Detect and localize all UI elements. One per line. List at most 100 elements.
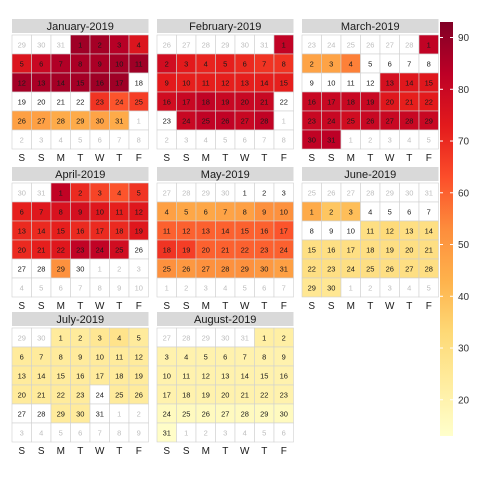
colorbar bbox=[440, 22, 453, 436]
day-number: 20 bbox=[241, 98, 249, 107]
day-number: 30 bbox=[76, 410, 84, 419]
day-number: 29 bbox=[202, 334, 210, 343]
day-number: 5 bbox=[427, 284, 431, 293]
weekday-label: S bbox=[18, 446, 25, 457]
day-number: 24 bbox=[96, 246, 104, 255]
day-number: 6 bbox=[204, 208, 208, 217]
day-number: 6 bbox=[20, 353, 24, 362]
day-number: 9 bbox=[262, 208, 266, 217]
colorbar-tick-label: 30 bbox=[458, 344, 470, 355]
weekday-label: S bbox=[163, 301, 170, 312]
day-number: 9 bbox=[310, 79, 314, 88]
weekday-label: S bbox=[328, 301, 335, 312]
day-number: 24 bbox=[280, 246, 288, 255]
day-number: 1 bbox=[349, 136, 353, 145]
day-number: 8 bbox=[262, 353, 266, 362]
day-number: 3 bbox=[184, 60, 188, 69]
day-cell bbox=[273, 129, 294, 150]
day-number: 24 bbox=[182, 117, 190, 126]
month-title-bar bbox=[157, 312, 294, 326]
day-number: 31 bbox=[280, 265, 288, 274]
day-number: 25 bbox=[115, 246, 123, 255]
day-number: 1 bbox=[165, 284, 169, 293]
day-number: 24 bbox=[163, 410, 171, 419]
day-number: 3 bbox=[39, 136, 43, 145]
day-number: 18 bbox=[366, 246, 374, 255]
day-number: 3 bbox=[184, 136, 188, 145]
weekday-label: F bbox=[136, 301, 142, 312]
day-number: 22 bbox=[280, 98, 288, 107]
weekday-label: F bbox=[426, 153, 432, 164]
day-number: 31 bbox=[37, 189, 45, 198]
day-number: 4 bbox=[204, 60, 208, 69]
month-title-bar bbox=[12, 312, 149, 326]
day-number: 10 bbox=[96, 353, 104, 362]
weekday-label: T bbox=[261, 301, 267, 312]
day-number: 5 bbox=[39, 284, 43, 293]
day-number: 1 bbox=[137, 117, 141, 126]
weekday-label: S bbox=[183, 446, 190, 457]
day-number: 22 bbox=[241, 246, 249, 255]
day-number: 8 bbox=[117, 429, 121, 438]
weekday-label: T bbox=[77, 301, 83, 312]
day-number: 28 bbox=[260, 117, 268, 126]
weekday-label: F bbox=[281, 301, 287, 312]
day-number: 30 bbox=[260, 265, 268, 274]
colorbar-tick-label: 50 bbox=[458, 240, 470, 251]
day-number: 10 bbox=[96, 208, 104, 217]
day-number: 10 bbox=[135, 284, 143, 293]
weekday-label: F bbox=[281, 153, 287, 164]
day-number: 21 bbox=[37, 246, 45, 255]
day-number: 2 bbox=[184, 284, 188, 293]
weekday-label: M bbox=[57, 446, 65, 457]
weekday-label: M bbox=[202, 301, 210, 312]
day-number: 5 bbox=[223, 136, 227, 145]
weekday-label: S bbox=[308, 301, 315, 312]
day-number: 13 bbox=[386, 79, 394, 88]
day-number: 3 bbox=[98, 334, 102, 343]
day-number: 25 bbox=[347, 41, 355, 50]
day-number: 1 bbox=[282, 117, 286, 126]
day-number: 6 bbox=[388, 60, 392, 69]
day-number: 4 bbox=[117, 334, 121, 343]
day-number: 9 bbox=[165, 79, 169, 88]
weekday-label: W bbox=[240, 153, 250, 164]
day-number: 24 bbox=[96, 391, 104, 400]
day-number: 17 bbox=[327, 98, 335, 107]
day-number: 9 bbox=[282, 353, 286, 362]
day-number: 1 bbox=[78, 41, 82, 50]
day-number: 26 bbox=[386, 265, 394, 274]
day-number: 3 bbox=[329, 60, 333, 69]
weekday-label: T bbox=[261, 153, 267, 164]
day-number: 22 bbox=[260, 391, 268, 400]
day-number: 11 bbox=[182, 372, 190, 381]
day-number: 11 bbox=[202, 79, 210, 88]
day-number: 21 bbox=[405, 98, 413, 107]
weekday-label: F bbox=[426, 301, 432, 312]
day-number: 27 bbox=[163, 334, 171, 343]
day-number: 30 bbox=[76, 265, 84, 274]
weekday-label: T bbox=[406, 153, 412, 164]
day-number: 9 bbox=[78, 208, 82, 217]
day-number: 7 bbox=[117, 136, 121, 145]
day-number: 5 bbox=[184, 208, 188, 217]
day-number: 20 bbox=[386, 98, 394, 107]
day-number: 26 bbox=[366, 117, 374, 126]
day-number: 24 bbox=[347, 265, 355, 274]
day-number: 20 bbox=[221, 391, 229, 400]
day-number: 12 bbox=[135, 353, 143, 362]
day-number: 18 bbox=[347, 98, 355, 107]
day-number: 2 bbox=[98, 41, 102, 50]
day-number: 16 bbox=[76, 372, 84, 381]
day-cell bbox=[418, 277, 439, 298]
day-number: 2 bbox=[368, 284, 372, 293]
day-number: 28 bbox=[241, 410, 249, 419]
weekday-label: M bbox=[347, 301, 355, 312]
day-number: 15 bbox=[425, 79, 433, 88]
day-number: 26 bbox=[366, 41, 374, 50]
day-number: 22 bbox=[308, 265, 316, 274]
day-number: 17 bbox=[347, 246, 355, 255]
day-number: 8 bbox=[427, 60, 431, 69]
